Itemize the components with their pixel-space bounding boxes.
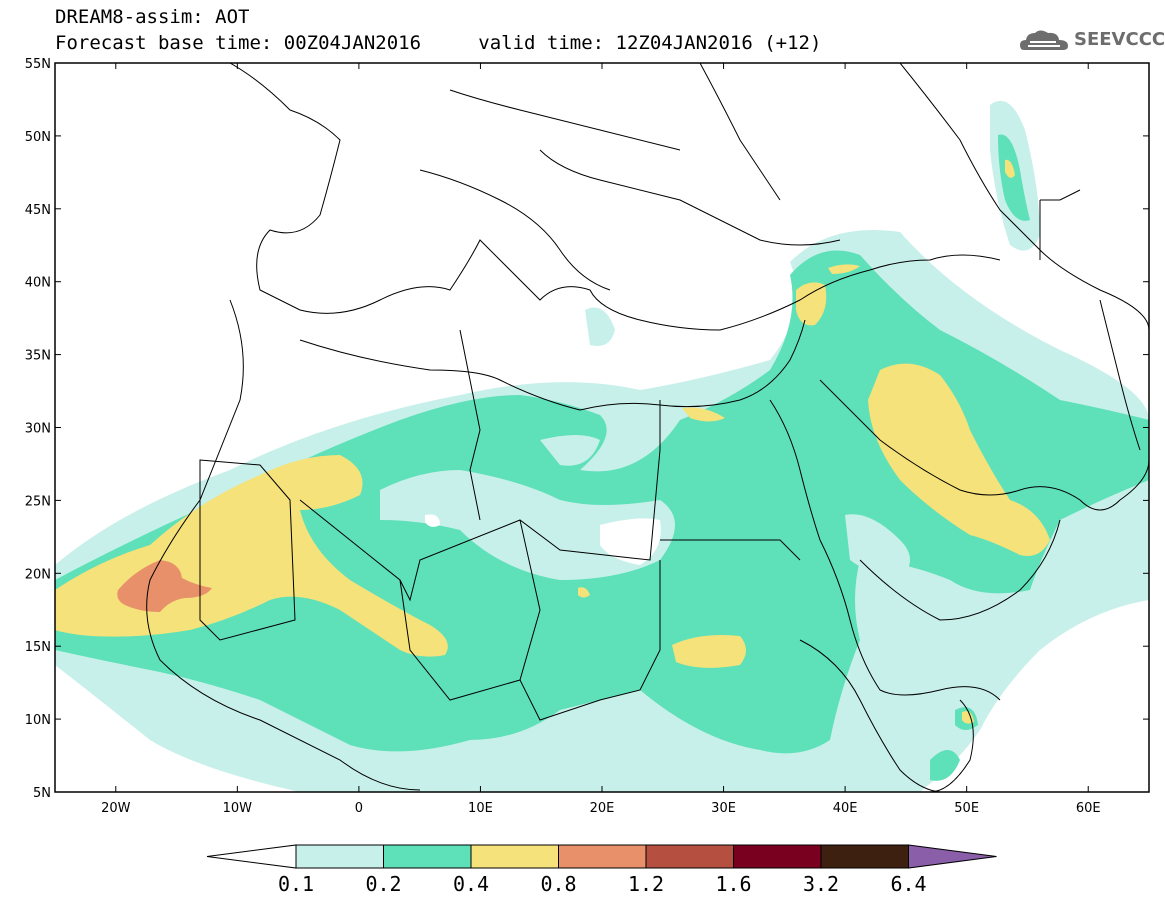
lat-label: 25N: [25, 494, 51, 509]
colorbar-segment: [295, 844, 384, 869]
lat-label: 10N: [25, 713, 51, 728]
aot-band-0.2: [55, 250, 1149, 754]
lat-label: 20N: [25, 567, 51, 582]
colorbar-label: 1.6: [715, 872, 752, 896]
aot-band-0.4: [672, 635, 746, 668]
latitude-axis: 55N 50N 45N 40N 35N 30N 25N 20N 15N 10N 5N: [25, 57, 1149, 801]
colorbar-label: 0.1: [277, 872, 315, 896]
aot-band-0.4: [868, 363, 1050, 556]
aot-band-0.4: [796, 282, 827, 326]
aot-band-0.1: [540, 435, 600, 466]
lat-label: 15N: [25, 640, 51, 655]
colorbar-label: 1.2: [627, 872, 665, 896]
colorbar-min-arrow: [206, 844, 297, 869]
aot-band-0.4: [578, 587, 590, 598]
logo-text: SEEVCCC: [1074, 29, 1165, 50]
lon-label: 40E: [833, 801, 858, 816]
lat-label: 55N: [25, 57, 51, 72]
aot-band-0.2: [930, 750, 960, 781]
longitude-axis: 20W 10W 0 10E 20E 30E 40E 50E 60E: [101, 63, 1101, 816]
coastlines: [146, 63, 1149, 792]
aot-band-0.1: [585, 307, 615, 346]
lat-label: 5N: [33, 786, 51, 801]
colorbar-segment: [383, 844, 472, 869]
base-time: Forecast base time: 00Z04JAN2016: [55, 32, 422, 54]
aot-band-0.4: [962, 711, 974, 724]
colorbar-label: 0.2: [365, 872, 402, 896]
lon-label: 30E: [711, 801, 736, 816]
colorbar: [206, 844, 997, 869]
lon-label: 10W: [223, 801, 253, 816]
colorbar-segment: [733, 844, 822, 869]
aot-band-0.1: [845, 514, 910, 580]
colorbar-segment: [645, 844, 734, 869]
cloud-logo-icon: [1020, 30, 1068, 50]
time-info: Forecast base time: 00Z04JAN2016 valid t…: [55, 32, 821, 54]
colorbar-segment: [470, 844, 559, 869]
colorbar-label: 0.8: [540, 872, 577, 896]
lon-label: 50E: [954, 801, 979, 816]
lon-label: 60E: [1076, 801, 1101, 816]
colorbar-max-arrow: [908, 844, 997, 869]
aot-band-0.2: [998, 134, 1030, 221]
lat-label: 50N: [25, 130, 51, 145]
valid-time: valid time: 12Z04JAN2016 (+12): [478, 32, 822, 54]
lat-label: 30N: [25, 422, 51, 437]
lat-label: 45N: [25, 203, 51, 218]
aot-field: [55, 63, 1149, 792]
aot-band-0: [600, 518, 661, 565]
aot-band-0.8: [117, 560, 212, 612]
lon-label: 20E: [590, 801, 615, 816]
colorbar-label: 6.4: [890, 872, 927, 896]
aot-band-0.4: [682, 407, 725, 422]
lat-label: 35N: [25, 349, 51, 364]
aot-band-0.4: [1005, 159, 1015, 178]
lon-label: 0: [355, 801, 363, 816]
chart-title: DREAM8-assim: AOT: [55, 6, 250, 28]
colorbar-label: 3.2: [802, 872, 840, 896]
colorbar-segment: [820, 844, 909, 869]
colorbar-segment: [558, 844, 647, 869]
aot-band-0: [425, 514, 440, 527]
lon-label: 10E: [468, 801, 493, 816]
lat-label: 40N: [25, 276, 51, 291]
colorbar-label: 0.4: [452, 872, 490, 896]
lon-label: 20W: [101, 801, 131, 816]
aot-band-0.4: [828, 264, 860, 274]
